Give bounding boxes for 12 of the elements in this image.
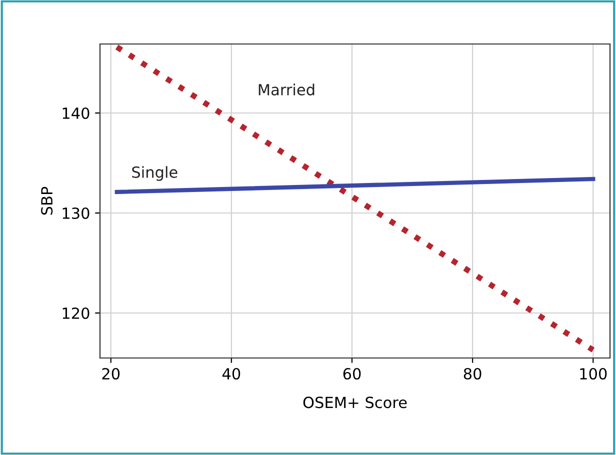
series-label: Single [132, 166, 178, 181]
x-tick-label: 80 [464, 368, 482, 380]
y-tick-label: 120 [62, 307, 90, 320]
x-axis-title: OSEM+ Score [303, 396, 407, 408]
text: Married [258, 84, 314, 96]
y-axis-title: SBP [41, 186, 53, 215]
x-tick-label: 60 [343, 368, 361, 380]
y-tick-label: 130 [62, 207, 90, 220]
y-tick-label: 140 [62, 107, 90, 120]
x-tick-label: 40 [222, 368, 240, 380]
x-tick-label: 20 [102, 368, 120, 380]
x-tick-label: 100 [580, 368, 607, 380]
